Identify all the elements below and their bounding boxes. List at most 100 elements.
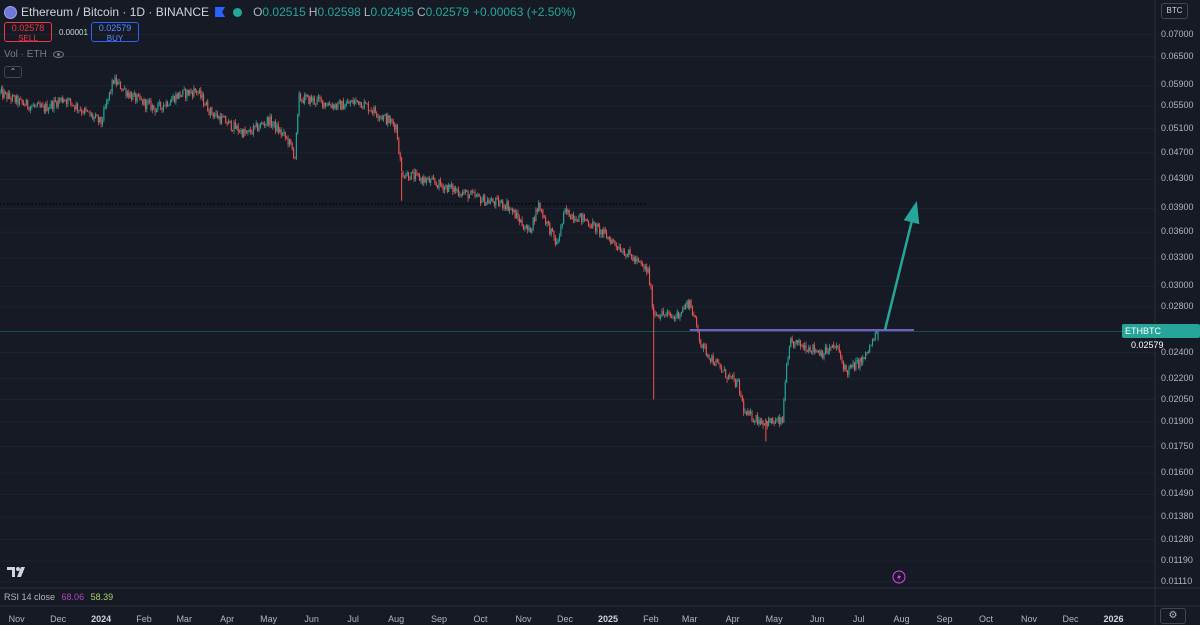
sell-button[interactable]: 0.02578 SELL bbox=[4, 22, 52, 43]
candle-body bbox=[6, 92, 8, 100]
tradingview-logo-icon[interactable] bbox=[7, 566, 29, 578]
candle-body bbox=[0, 88, 2, 92]
candle-body bbox=[484, 195, 486, 206]
candle-body bbox=[718, 362, 720, 365]
candle-body bbox=[819, 350, 821, 356]
candle-body bbox=[614, 240, 616, 245]
settings-button[interactable]: ⚙ bbox=[1160, 608, 1186, 624]
candle-body bbox=[635, 257, 637, 262]
currency-badge[interactable]: BTC bbox=[1161, 3, 1188, 19]
candle-body bbox=[122, 88, 124, 91]
rsi-label[interactable]: RSI 14 close bbox=[4, 592, 56, 602]
candle-body bbox=[290, 139, 292, 145]
candle-body bbox=[351, 100, 353, 103]
candle-body bbox=[578, 215, 580, 222]
flag-icon[interactable] bbox=[215, 7, 226, 17]
time-tick-label: Jul bbox=[852, 614, 865, 624]
candle-body bbox=[257, 123, 259, 131]
candle-body bbox=[294, 157, 296, 159]
candle-body bbox=[207, 101, 209, 112]
candle-body bbox=[410, 172, 412, 180]
candle-body bbox=[841, 357, 843, 361]
candle-body bbox=[712, 355, 714, 364]
candle-body bbox=[251, 132, 253, 134]
candle-body bbox=[752, 420, 754, 423]
candle-body bbox=[442, 185, 444, 191]
price-tick-label: 0.06500 bbox=[1161, 50, 1194, 61]
candle-body bbox=[295, 132, 297, 158]
lightning-alert-icon[interactable] bbox=[892, 570, 906, 584]
time-tick-label: Mar bbox=[176, 614, 192, 624]
candle-body bbox=[153, 105, 155, 108]
candle-body bbox=[586, 219, 588, 222]
candle-body bbox=[337, 102, 339, 109]
collapse-legend-button[interactable]: ⌃ bbox=[4, 66, 22, 78]
price-tick-label: 0.02400 bbox=[1161, 346, 1194, 357]
candle-body bbox=[711, 355, 713, 362]
buy-label: BUY bbox=[106, 34, 124, 43]
candle-body bbox=[388, 115, 390, 123]
buy-button[interactable]: 0.02579 BUY bbox=[91, 22, 139, 43]
candle-body bbox=[355, 99, 357, 102]
candle-body bbox=[449, 184, 451, 188]
candle-body bbox=[155, 109, 158, 113]
candle-body bbox=[466, 190, 468, 192]
volume-label[interactable]: Vol · ETH bbox=[4, 49, 47, 60]
candle-body bbox=[191, 92, 194, 97]
candle-body bbox=[493, 202, 495, 206]
candle-body bbox=[727, 374, 730, 380]
candle-body bbox=[311, 96, 313, 102]
candle-body bbox=[777, 417, 779, 421]
candle-body bbox=[18, 98, 20, 105]
candle-body bbox=[874, 333, 876, 341]
candle-body bbox=[768, 418, 770, 427]
candle-body bbox=[117, 81, 119, 85]
candle-body bbox=[266, 117, 268, 124]
candle-body bbox=[211, 107, 213, 114]
candle-body bbox=[816, 350, 818, 353]
candle-body bbox=[115, 77, 117, 85]
eye-icon[interactable] bbox=[52, 51, 64, 58]
candle-body bbox=[327, 103, 329, 106]
time-tick-label: Jun bbox=[809, 614, 825, 624]
candle-body bbox=[196, 90, 198, 93]
candle-body bbox=[301, 100, 303, 101]
candle-body bbox=[4, 91, 7, 93]
candle-body bbox=[272, 124, 274, 127]
candle-body bbox=[596, 224, 598, 232]
candle-body bbox=[7, 93, 9, 100]
price-tick-label: 0.03000 bbox=[1161, 280, 1194, 291]
candle-body bbox=[870, 344, 872, 346]
candle-body bbox=[758, 420, 760, 424]
candle-body bbox=[619, 246, 621, 252]
candle-body bbox=[618, 246, 620, 249]
candle-body bbox=[527, 225, 529, 231]
candle-body bbox=[279, 129, 281, 133]
candle-body bbox=[679, 314, 681, 319]
candle-body bbox=[744, 411, 746, 413]
candle-body bbox=[186, 90, 188, 98]
candle-body bbox=[518, 217, 520, 223]
candle-body bbox=[827, 351, 829, 353]
symbol-title[interactable]: Ethereum / Bitcoin · 1D · BINANCE bbox=[21, 5, 210, 19]
candle-body bbox=[230, 120, 232, 131]
price-tick-label: 0.01280 bbox=[1161, 533, 1194, 544]
candle-body bbox=[131, 93, 133, 100]
price-tick-label: 0.07000 bbox=[1161, 28, 1194, 39]
candle-body bbox=[644, 266, 646, 269]
candle-body bbox=[158, 102, 160, 104]
candle-body bbox=[371, 111, 374, 114]
candle-body bbox=[647, 268, 649, 273]
candle-body bbox=[319, 96, 321, 100]
candle-body bbox=[309, 96, 311, 104]
candle-body bbox=[293, 149, 295, 158]
rsi-value-2: 58.39 bbox=[90, 592, 114, 602]
volume-legend: Vol · ETH bbox=[4, 49, 64, 60]
candle-body bbox=[136, 95, 138, 102]
candle-body bbox=[183, 89, 185, 91]
candle-body bbox=[459, 194, 461, 196]
candle-body bbox=[683, 307, 685, 309]
candle-body bbox=[376, 112, 378, 117]
candle-body bbox=[851, 365, 853, 367]
